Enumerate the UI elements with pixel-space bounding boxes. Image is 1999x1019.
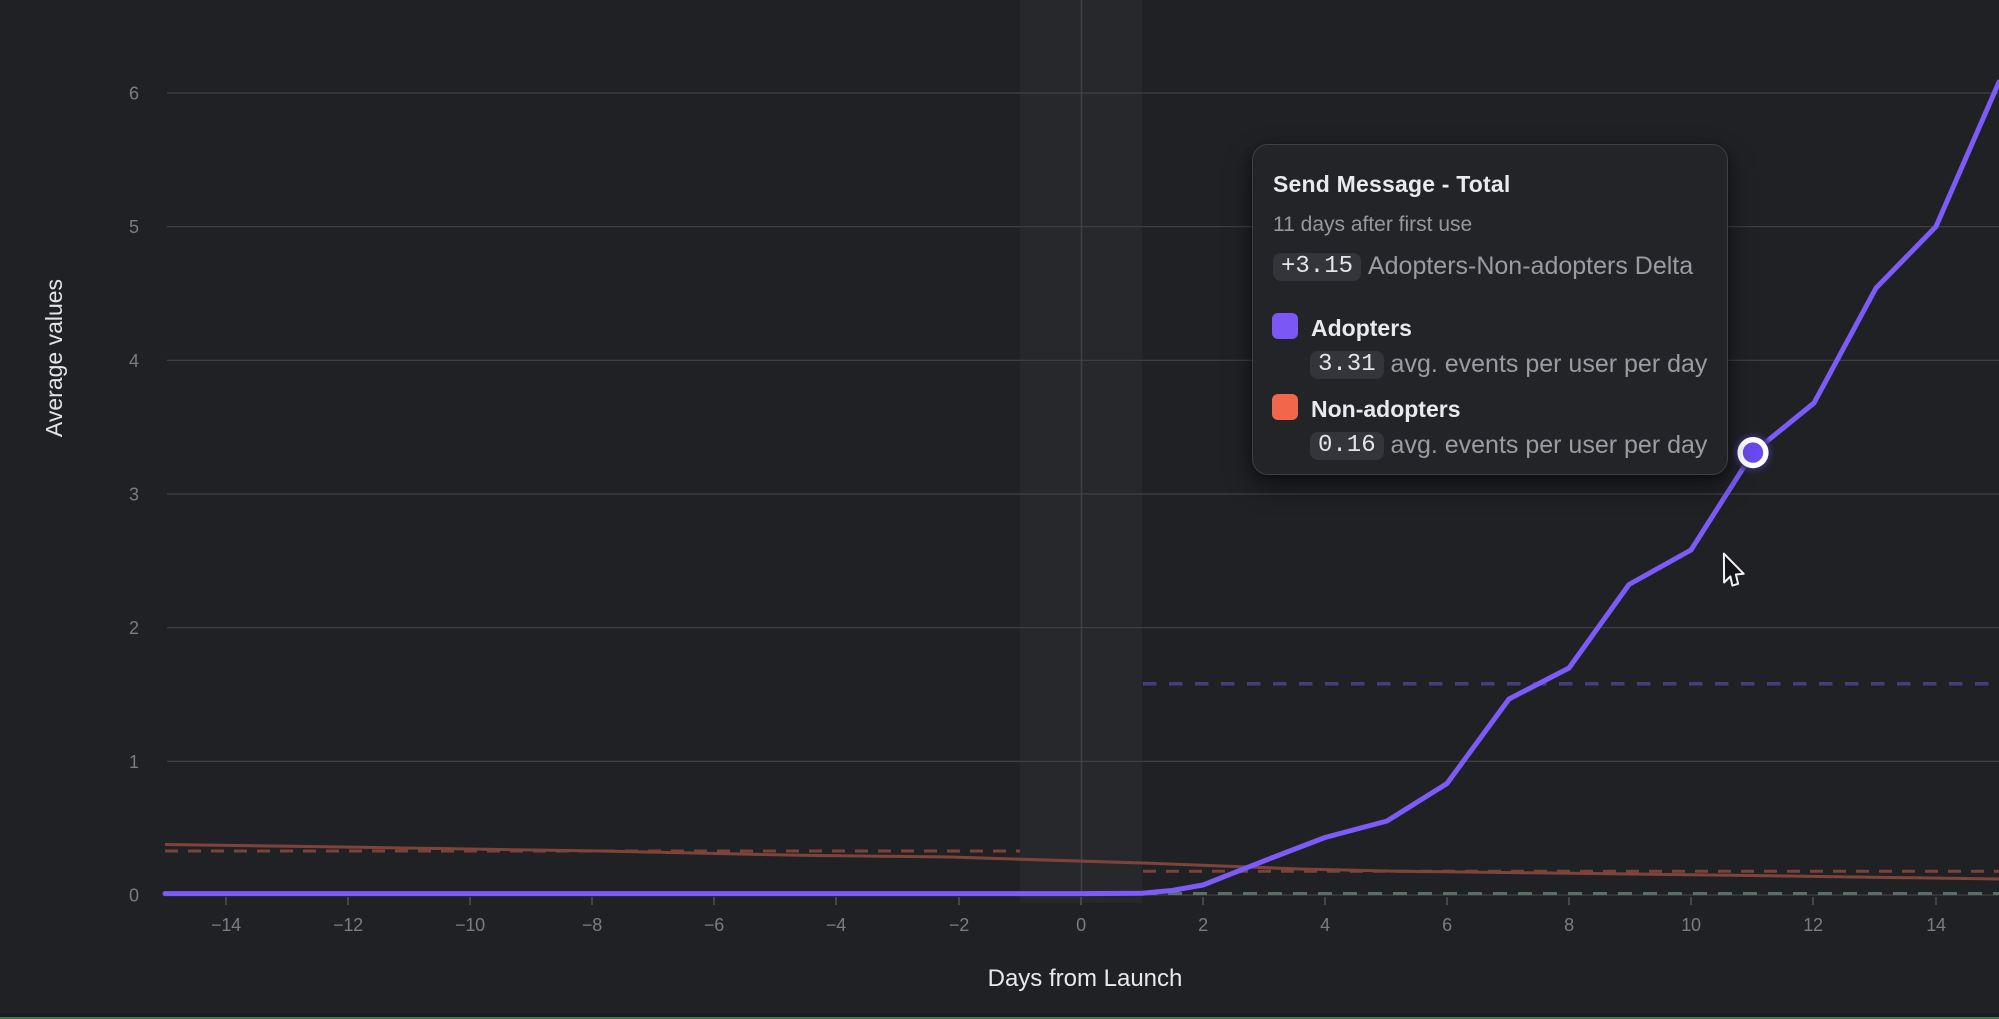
svg-text:2: 2 <box>1198 915 1208 935</box>
svg-text:10: 10 <box>1681 915 1701 935</box>
svg-text:−6: −6 <box>704 915 724 935</box>
svg-text:5: 5 <box>129 217 139 237</box>
svg-text:4: 4 <box>129 351 139 371</box>
svg-text:3: 3 <box>129 485 139 505</box>
svg-text:4: 4 <box>1320 915 1330 935</box>
svg-text:6: 6 <box>129 84 139 104</box>
svg-text:Days from Launch: Days from Launch <box>988 965 1183 992</box>
svg-text:14: 14 <box>1926 915 1946 935</box>
svg-text:2: 2 <box>129 618 139 638</box>
svg-text:6: 6 <box>1442 915 1452 935</box>
svg-text:12: 12 <box>1803 915 1823 935</box>
svg-text:1: 1 <box>129 752 139 772</box>
svg-text:0: 0 <box>129 886 139 906</box>
svg-text:−8: −8 <box>582 915 602 935</box>
svg-text:−4: −4 <box>826 915 846 935</box>
svg-text:−12: −12 <box>333 915 363 935</box>
svg-text:−2: −2 <box>949 915 969 935</box>
svg-text:0: 0 <box>1076 915 1086 935</box>
svg-text:−10: −10 <box>455 915 485 935</box>
svg-text:−14: −14 <box>211 915 241 935</box>
svg-text:8: 8 <box>1564 915 1574 935</box>
svg-text:Average values: Average values <box>41 279 67 437</box>
